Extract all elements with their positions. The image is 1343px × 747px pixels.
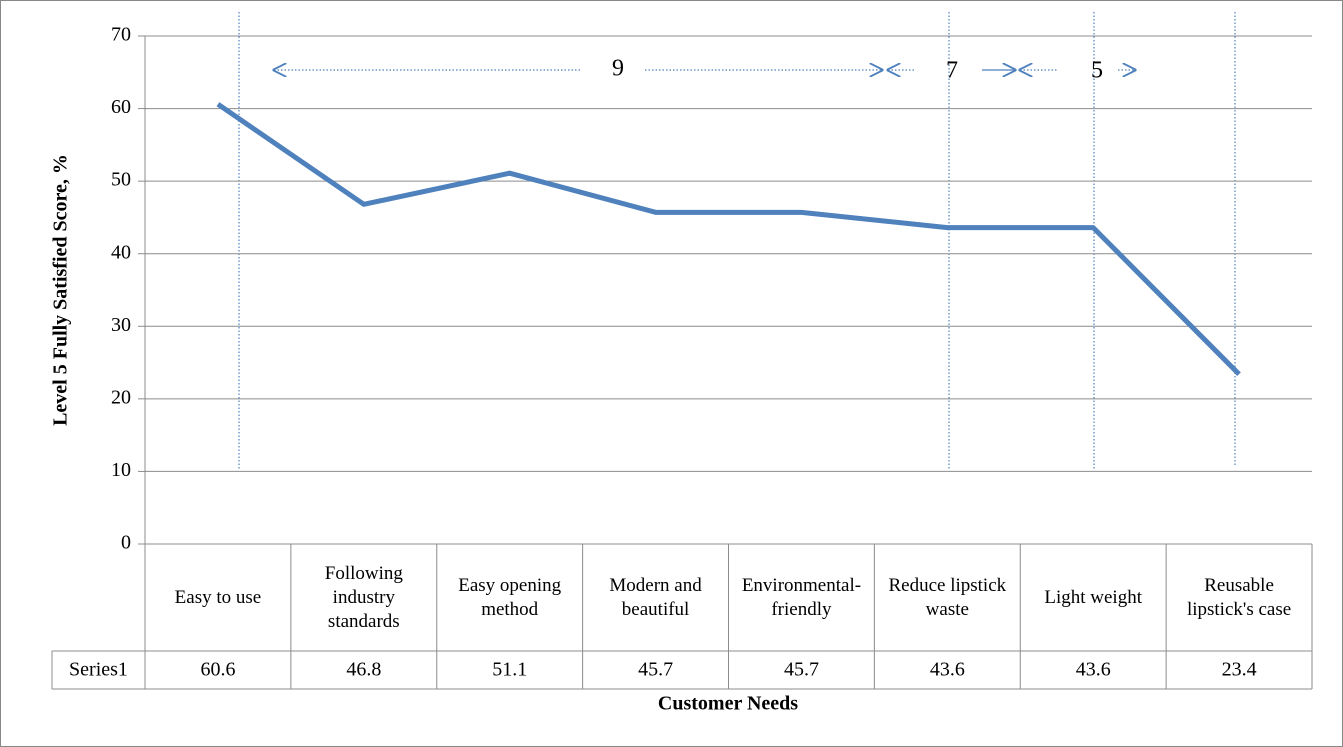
category-cell: Following industry standards xyxy=(324,562,403,632)
table-value: 43.6 xyxy=(1076,659,1111,681)
category-cell: Reusable lipstick's case xyxy=(1186,574,1292,620)
y-tick-label: 60 xyxy=(111,96,131,118)
category-cell: Easy opening method xyxy=(458,574,562,620)
y-tick-label: 10 xyxy=(111,459,131,481)
line xyxy=(216,102,1241,376)
annotation: 9 xyxy=(612,56,624,82)
category-cell: Environmental-friendly xyxy=(741,574,862,620)
category-cell: Reduce lipstick waste xyxy=(888,574,1007,620)
y-tick-label: 40 xyxy=(111,241,131,263)
annotation: 5 xyxy=(1091,58,1103,84)
y-tick-label: 0 xyxy=(121,532,131,554)
x-axis-title: Customer Needs xyxy=(658,693,798,715)
y-tick-label: 50 xyxy=(111,169,131,191)
y-axis-title: Level 5 Fully Satisfied Score, % xyxy=(50,154,72,426)
table-value: 23.4 xyxy=(1222,659,1257,681)
x-tick-label: Environmental-friendly xyxy=(741,574,862,620)
category-cell: Light weight xyxy=(1044,586,1142,608)
annotation-guides xyxy=(238,12,1236,470)
x-tick-label: Reusable lipstick's case xyxy=(1186,574,1292,620)
table-value: 60.6 xyxy=(200,659,235,681)
y-tick-label: 20 xyxy=(111,386,131,408)
x-tick-label: Modern and beautiful xyxy=(609,574,702,620)
table-value: 46.8 xyxy=(346,659,381,681)
legend-label: Series1 xyxy=(69,659,128,681)
table-value: 51.1 xyxy=(492,659,527,681)
y-tick-label: 70 xyxy=(111,24,131,46)
x-tick-label: Easy opening method xyxy=(458,574,562,620)
table-value: 45.7 xyxy=(638,659,673,681)
x-tick-label: Easy to use xyxy=(174,586,262,608)
annotation: 7 xyxy=(946,58,958,84)
table-value: 45.7 xyxy=(784,659,819,681)
table-value: 43.6 xyxy=(930,659,965,681)
x-tick-label: Light weight xyxy=(1044,586,1142,608)
category-cell: Modern and beautiful xyxy=(609,574,702,620)
x-tick-label: Reduce lipstick waste xyxy=(888,574,1007,620)
y-tick-label: 30 xyxy=(111,314,131,336)
x-tick-label: Following industry standards xyxy=(324,562,403,632)
category-cell: Easy to use xyxy=(174,586,262,608)
